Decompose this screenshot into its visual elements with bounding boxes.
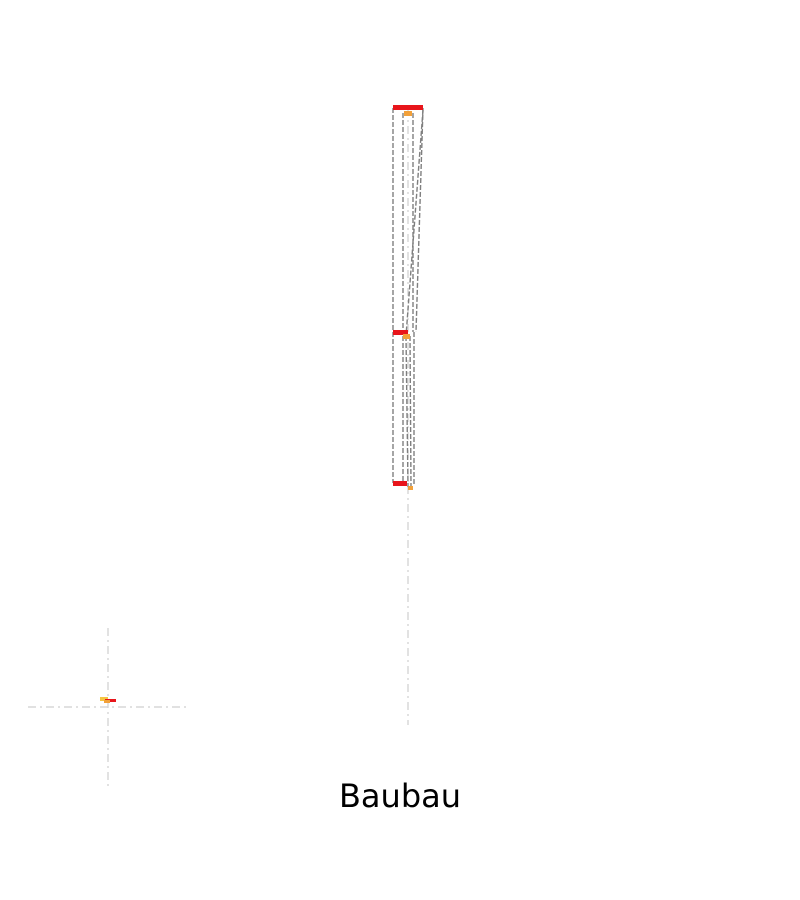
red-marker-top	[393, 105, 423, 110]
orange-marker-bottom	[408, 486, 413, 490]
outline-right-top	[415, 107, 424, 333]
inner-diag-a	[405, 109, 424, 337]
diagram-caption: Baubau	[338, 777, 462, 815]
inner-diag-b	[405, 335, 409, 488]
red-marker-bottom	[393, 481, 407, 486]
inner-diag-c	[409, 335, 412, 489]
orange-marker-middle	[403, 334, 410, 339]
dashed-outline	[392, 107, 424, 489]
reference-crosshair	[28, 628, 188, 788]
reference-marker-orange	[104, 700, 110, 703]
reference-marker-red	[105, 699, 116, 702]
orange-marker-top	[404, 111, 412, 116]
reference-marker-yellow	[100, 697, 108, 701]
red-marker-middle	[393, 330, 408, 335]
